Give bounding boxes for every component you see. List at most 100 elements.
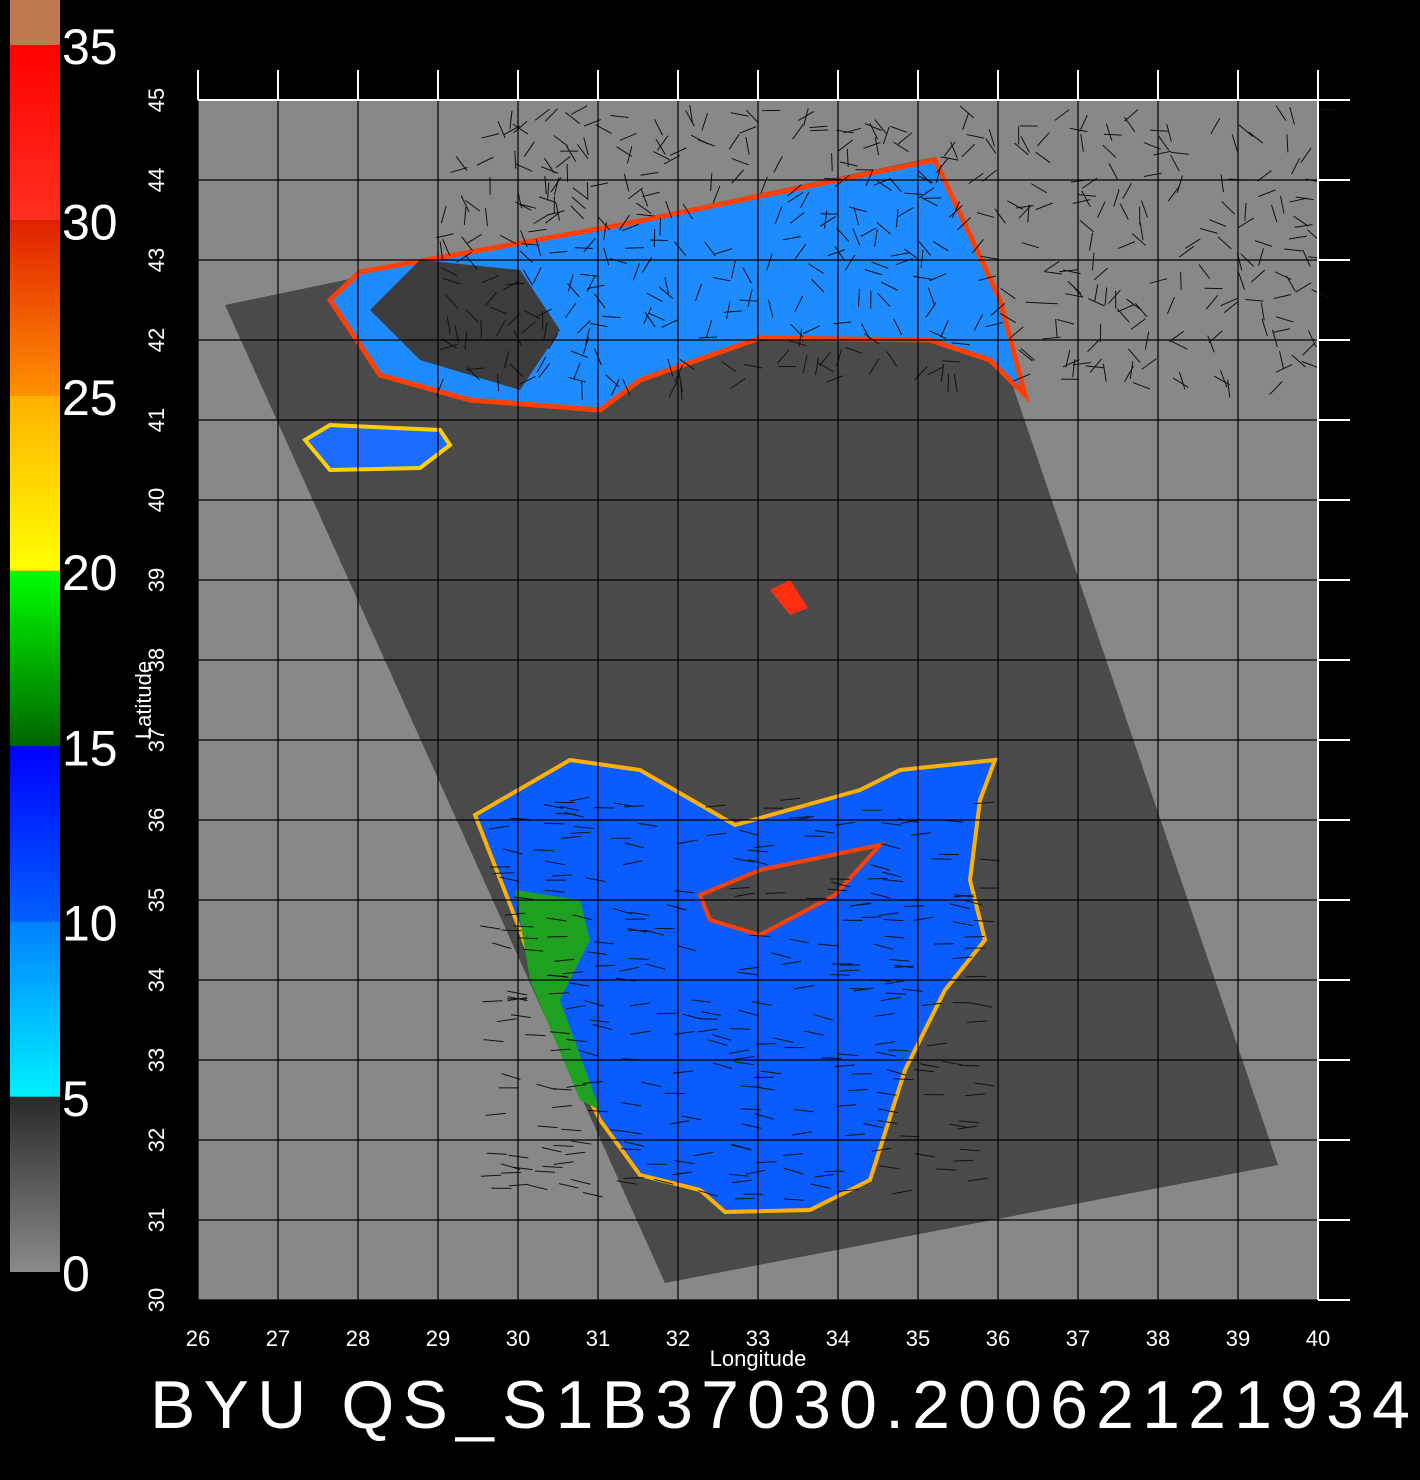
wind-barb	[629, 911, 650, 916]
wind-barb	[578, 1049, 599, 1057]
wind-barb	[1077, 194, 1096, 197]
wind-barb	[820, 216, 836, 227]
wind-barb	[817, 943, 838, 947]
colorbar-tick-label: 15	[62, 720, 118, 776]
wind-barb	[814, 829, 835, 834]
wind-barb	[1200, 228, 1218, 234]
wind-barb	[642, 191, 660, 198]
wind-barb	[1302, 249, 1311, 267]
wind-barb	[1198, 264, 1211, 280]
wind-barb	[893, 141, 909, 153]
wind-barb	[691, 999, 712, 1003]
wind-barb	[1223, 301, 1239, 314]
wind-barb	[768, 299, 774, 318]
wind-barb	[931, 858, 952, 860]
wind-barb	[685, 110, 695, 127]
wind-barb	[552, 1104, 573, 1109]
wind-barb	[913, 275, 932, 280]
wind-barb	[1166, 124, 1172, 142]
x-axis-label: Longitude	[710, 1346, 807, 1371]
wind-barb	[555, 202, 560, 221]
wind-barb	[1102, 144, 1117, 158]
wind-barb	[499, 234, 517, 245]
wind-barb	[878, 912, 899, 916]
wind-barb	[576, 143, 589, 160]
wind-barb	[553, 135, 569, 147]
wind-barb	[951, 342, 970, 346]
wind-barb	[899, 1135, 920, 1138]
wind-barb	[593, 293, 606, 309]
wind-barb	[583, 1191, 603, 1198]
wind-barb	[838, 139, 854, 152]
wind-barb	[1122, 182, 1132, 200]
wind-barb	[847, 1088, 868, 1092]
wind-barb	[1286, 134, 1289, 153]
wind-barb	[1027, 204, 1030, 223]
wind-barb	[781, 960, 802, 966]
colorbar-tick-label: 20	[62, 545, 118, 601]
wind-barb	[1227, 379, 1231, 398]
wind-barb	[509, 363, 524, 377]
wind-barb	[590, 182, 609, 187]
wind-barb	[571, 105, 588, 115]
sea-of-marmara	[301, 422, 453, 473]
wind-barb	[624, 805, 645, 808]
wind-barb	[920, 249, 924, 268]
wind-barb	[952, 956, 973, 960]
wind-barb	[1261, 318, 1268, 337]
wind-barb	[1089, 358, 1102, 373]
x-tick-label: 29	[426, 1326, 450, 1351]
wind-barb	[509, 817, 530, 820]
wind-barb	[712, 185, 721, 204]
wind-barb	[1254, 240, 1273, 247]
wind-barb	[503, 848, 523, 855]
wind-barb	[874, 1013, 895, 1017]
wind-barb	[1009, 326, 1024, 339]
wind-barb	[874, 119, 887, 134]
y-tick-label: 30	[144, 1288, 169, 1312]
wind-barb	[698, 336, 717, 339]
wind-barb	[643, 307, 652, 324]
colorbar-tick-label: 0	[62, 1246, 90, 1302]
wind-barb	[1205, 295, 1219, 310]
wind-barb	[465, 254, 478, 270]
wind-barb	[889, 958, 910, 962]
wind-barb	[911, 832, 932, 836]
wind-barb	[682, 1013, 703, 1020]
wind-barb	[929, 273, 947, 282]
wind-barb	[949, 903, 970, 910]
wind-barb	[810, 129, 829, 132]
wind-barb	[1043, 261, 1060, 272]
wind-barb	[729, 378, 746, 389]
wind-barb	[799, 191, 810, 209]
wind-barb	[751, 1001, 772, 1006]
wind-barb	[890, 252, 909, 257]
wind-barb	[1018, 349, 1033, 362]
y-tick-label: 39	[144, 568, 169, 592]
wind-barb	[973, 314, 984, 331]
wind-barb	[612, 907, 633, 915]
wind-barb	[914, 1069, 934, 1073]
wind-barb	[877, 1120, 898, 1124]
wind-barb	[782, 1153, 803, 1156]
wind-barb	[586, 284, 605, 290]
wind-barb	[794, 244, 807, 260]
wind-barb	[1300, 147, 1312, 163]
wind-barb	[789, 211, 805, 224]
wind-barb	[881, 822, 902, 826]
colorbar-band	[10, 395, 60, 571]
wind-barb	[585, 327, 591, 346]
wind-barb	[1308, 330, 1317, 348]
wind-barb	[818, 351, 832, 367]
wind-barb	[610, 115, 629, 119]
wind-barb	[1238, 217, 1255, 228]
wind-barb	[1103, 133, 1122, 136]
wind-barb	[1139, 222, 1144, 241]
wind-barb	[739, 126, 757, 134]
wind-barb	[1117, 241, 1135, 250]
wind-barb	[760, 1070, 781, 1075]
y-tick-label: 38	[144, 648, 169, 672]
wind-barb	[668, 380, 678, 398]
wind-barb	[787, 192, 804, 203]
wind-barb	[536, 356, 547, 373]
